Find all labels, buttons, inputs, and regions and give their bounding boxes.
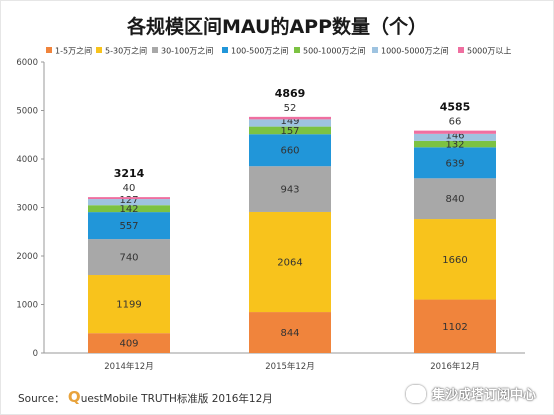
bar-segment [249,116,331,120]
source-q: Q [67,388,81,406]
legend-label: 30-100万之间 [161,46,213,56]
bar-segment [414,140,496,148]
bar-segment [414,133,496,141]
y-tick-label: 2000 [16,252,38,262]
total-label: 3214 [114,167,145,180]
source-note: Source： QuestMobile TRUTH标准版 2016年12月 [18,388,273,406]
bar-segment [414,147,496,179]
legend-swatch [372,47,378,53]
data-label: 1660 [442,255,467,266]
data-label: 52 [284,103,297,114]
data-label: 40 [123,183,136,194]
y-tick-label: 4000 [16,155,38,165]
data-label: 639 [445,158,464,169]
bar-segment [414,299,496,353]
bar-segment [88,239,170,276]
data-label: 127 [119,195,138,206]
data-label: 557 [119,221,138,232]
data-label: 66 [449,117,462,128]
chart-title: 各规模区间MAU的APP数量（个） [126,16,427,38]
data-label: 146 [445,130,464,141]
data-label: 1102 [442,322,467,333]
bar-segment [88,275,170,334]
bar-segment [249,211,331,313]
data-label: 142 [119,204,138,215]
total-label: 4585 [440,101,471,114]
data-label: 132 [445,140,464,151]
bar-segment [88,197,170,200]
data-label: 840 [445,194,464,205]
legend-label: 5-30万之间 [105,46,147,56]
bar-segment [414,178,496,220]
total-label: 4869 [275,87,306,100]
bar-segment [249,312,331,353]
bar-segment [249,166,331,212]
data-label: 943 [280,185,299,196]
legend-swatch [152,47,158,53]
y-tick-label: 6000 [16,58,38,68]
legend-swatch [46,47,52,53]
legend-label: 5000万以上 [467,47,511,56]
legend-swatch [294,47,300,53]
data-label: 1199 [116,300,141,311]
bar-segment [249,119,331,127]
bar-segment [88,205,170,213]
watermark-text: 集沙成塔订阅中心 [431,388,536,403]
data-label: 409 [119,339,138,350]
y-tick-label: 5000 [16,107,38,117]
x-tick-label: 2015年12月 [265,361,314,372]
source-rest: uestMobile TRUTH标准版 2016年12月 [80,393,273,405]
bar-segment [414,130,496,134]
watermark: 集沙成塔订阅中心 [405,384,536,403]
legend-swatch [96,47,102,53]
data-label: 2064 [277,258,302,269]
y-tick-label: 0 [33,349,38,359]
legend-label: 1-5万之间 [55,46,92,56]
bar-segment [249,126,331,135]
legend-label: 1000-5000万之间 [381,46,449,56]
chat-icon [405,384,426,403]
legend-label: 100-500万之间 [231,46,288,56]
data-label: 844 [280,328,299,339]
data-label: 660 [280,146,299,157]
bar-segment [88,333,170,353]
bar-segment [88,212,170,240]
x-tick-label: 2016年12月 [430,361,479,372]
data-label: 740 [119,253,138,264]
bar-segment [88,199,170,206]
legend-swatch [222,47,228,53]
data-label: 149 [280,116,299,127]
y-tick-label: 3000 [16,204,38,214]
data-label: 157 [280,126,299,137]
bar-segment [414,219,496,300]
source-prefix: Source： [18,393,65,405]
legend-swatch [458,47,464,53]
bar-segment [249,134,331,167]
legend-label: 500-1000万之间 [303,46,366,56]
x-tick-label: 2014年12月 [104,361,153,372]
y-tick-label: 1000 [16,301,38,311]
